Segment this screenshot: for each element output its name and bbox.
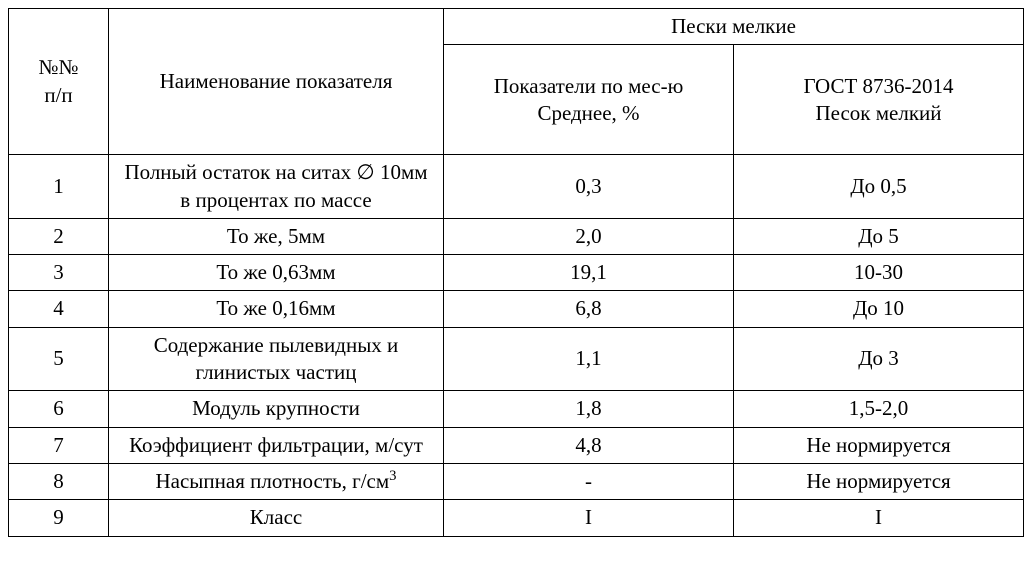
cell-value: I [444, 500, 734, 536]
cell-gost: До 5 [734, 218, 1024, 254]
cell-num: 1 [9, 155, 109, 219]
table-row: 9КлассII [9, 500, 1024, 536]
cell-num: 2 [9, 218, 109, 254]
cell-num: 8 [9, 463, 109, 499]
cell-gost: I [734, 500, 1024, 536]
cell-gost: Не нормируется [734, 463, 1024, 499]
header-gost: ГОСТ 8736-2014Песок мелкий [734, 45, 1024, 155]
table-row: 4То же 0,16мм6,8До 10 [9, 291, 1024, 327]
cell-name: Полный остаток на ситах ∅ 10мм в процент… [109, 155, 444, 219]
cell-name: То же 0,16мм [109, 291, 444, 327]
cell-num: 7 [9, 427, 109, 463]
header-name: Наименование показателя [109, 9, 444, 155]
cell-name: То же 0,63мм [109, 255, 444, 291]
header-num: №№п/п [9, 9, 109, 155]
table-row: 5Содержание пылевидных и глинистых части… [9, 327, 1024, 391]
cell-gost: До 3 [734, 327, 1024, 391]
cell-gost: До 10 [734, 291, 1024, 327]
header-val: Показатели по мес-юСреднее, % [444, 45, 734, 155]
cell-name: Класс [109, 500, 444, 536]
cell-value: 0,3 [444, 155, 734, 219]
cell-gost: Не нормируется [734, 427, 1024, 463]
cell-value: - [444, 463, 734, 499]
cell-num: 5 [9, 327, 109, 391]
table-row: 7Коэффициент фильтрации, м/сут4,8Не норм… [9, 427, 1024, 463]
table-row: 1Полный остаток на ситах ∅ 10мм в процен… [9, 155, 1024, 219]
cell-gost: 1,5-2,0 [734, 391, 1024, 427]
table-row: 3То же 0,63мм19,110-30 [9, 255, 1024, 291]
cell-name: Модуль крупности [109, 391, 444, 427]
table-row: 8Насыпная плотность, г/см3-Не нормируетс… [9, 463, 1024, 499]
cell-num: 6 [9, 391, 109, 427]
cell-value: 2,0 [444, 218, 734, 254]
cell-num: 3 [9, 255, 109, 291]
cell-value: 1,1 [444, 327, 734, 391]
cell-num: 9 [9, 500, 109, 536]
table-row: 2То же, 5мм2,0До 5 [9, 218, 1024, 254]
cell-name: Насыпная плотность, г/см3 [109, 463, 444, 499]
cell-num: 4 [9, 291, 109, 327]
table-row: 6Модуль крупности1,81,5-2,0 [9, 391, 1024, 427]
cell-name: Коэффициент фильтрации, м/сут [109, 427, 444, 463]
cell-value: 19,1 [444, 255, 734, 291]
table-body: 1Полный остаток на ситах ∅ 10мм в процен… [9, 155, 1024, 536]
cell-gost: 10-30 [734, 255, 1024, 291]
cell-value: 1,8 [444, 391, 734, 427]
table-header: №№п/п Наименование показателя Пески мелк… [9, 9, 1024, 155]
cell-name: Содержание пылевидных и глинистых частиц [109, 327, 444, 391]
cell-name: То же, 5мм [109, 218, 444, 254]
header-group: Пески мелкие [444, 9, 1024, 45]
cell-value: 6,8 [444, 291, 734, 327]
header-row-1: №№п/п Наименование показателя Пески мелк… [9, 9, 1024, 45]
cell-value: 4,8 [444, 427, 734, 463]
data-table: №№п/п Наименование показателя Пески мелк… [8, 8, 1024, 537]
cell-gost: До 0,5 [734, 155, 1024, 219]
